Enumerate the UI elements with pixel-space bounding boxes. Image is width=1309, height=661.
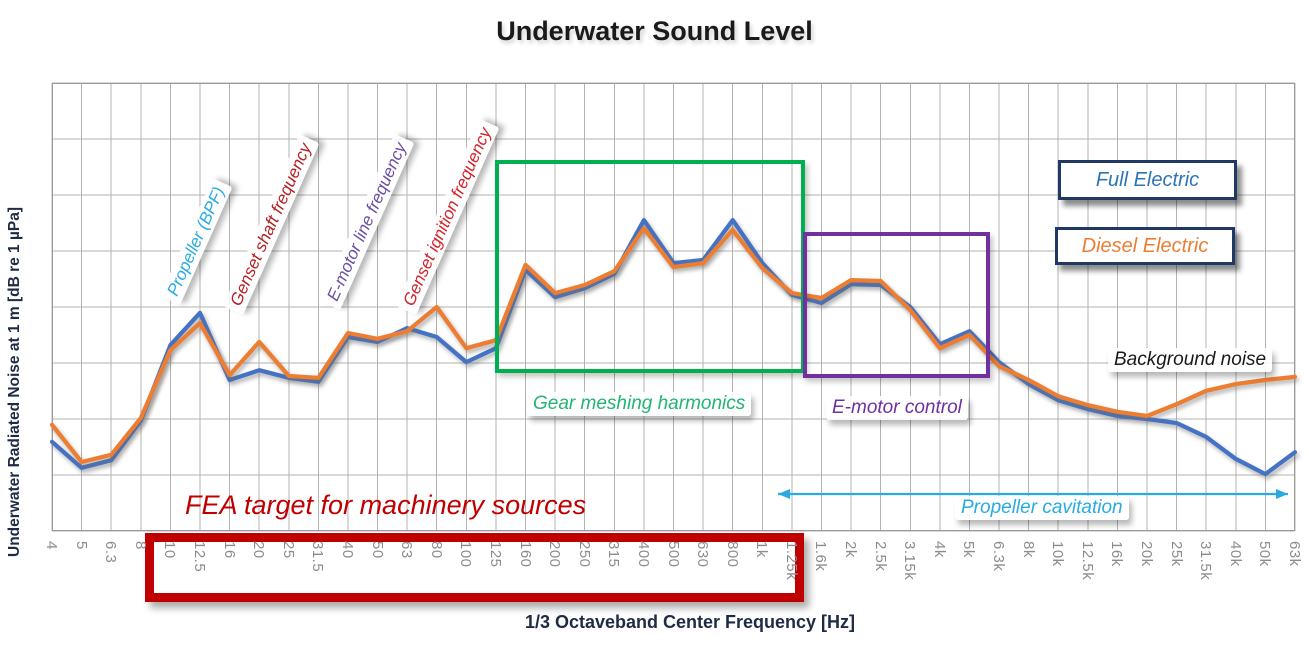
x-tick-25: 25 [279, 541, 297, 559]
x-tick-50k: 50k [1256, 541, 1274, 567]
x-tick-1.6k: 1.6k [812, 541, 830, 572]
x-tick-315: 315 [605, 541, 623, 568]
x-tick-12.5: 12.5 [190, 541, 208, 573]
x-tick-20k: 20k [1138, 541, 1156, 567]
x-tick-80: 80 [427, 541, 445, 559]
x-tick-2k: 2k [842, 541, 860, 558]
x-tick-800: 800 [723, 541, 741, 568]
annotation-propeller-cavitation: Propeller cavitation [955, 496, 1129, 520]
x-tick-8: 8 [131, 541, 149, 550]
x-tick-40: 40 [338, 541, 356, 559]
arrowhead [778, 489, 790, 499]
x-tick-200: 200 [546, 541, 564, 568]
x-tick-100: 100 [457, 541, 475, 568]
series-line-full-electric [49, 218, 1298, 477]
x-tick-4k: 4k [930, 541, 948, 558]
x-tick-10k: 10k [1049, 541, 1067, 567]
x-tick-1.25k: 1.25k [782, 541, 800, 581]
x-tick-4: 4 [43, 541, 60, 550]
x-tick-6.3: 6.3 [102, 541, 120, 564]
fea-target-box [145, 533, 804, 602]
x-tick-250: 250 [575, 541, 593, 568]
x-tick-25k: 25k [1167, 541, 1185, 567]
e-motor-control-box [803, 232, 990, 378]
plot-border [52, 83, 1295, 531]
legend-item-full-electric: Full Electric [1058, 160, 1237, 200]
x-tick-16: 16 [220, 541, 238, 559]
x-tick-31.5k: 31.5k [1197, 541, 1215, 581]
x-tick-6.3k: 6.3k [990, 541, 1008, 572]
x-tick-40k: 40k [1226, 541, 1244, 567]
annotation-fea-target: FEA target for machinery sources [185, 490, 587, 520]
series-line-diesel-electric [49, 226, 1298, 465]
legend-item-diesel-electric: Diesel Electric [1055, 227, 1235, 265]
x-tick-31.5: 31.5 [309, 541, 327, 573]
x-tick-63k: 63k [1286, 541, 1303, 567]
x-tick-63: 63 [398, 541, 416, 559]
x-axis-title: 1/3 Octaveband Center Frequency [Hz] [524, 612, 856, 632]
x-tick-8k: 8k [1019, 541, 1037, 558]
chart-title: Underwater Sound Level [496, 16, 813, 46]
x-tick-16k: 16k [1108, 541, 1126, 567]
arrowhead [1276, 489, 1288, 499]
x-tick-20: 20 [250, 541, 268, 559]
x-tick-2.5k: 2.5k [871, 541, 889, 572]
annotation-gear-meshing: Gear meshing harmonics [527, 392, 752, 416]
x-tick-160: 160 [516, 541, 534, 568]
propeller-cavitation-arrow [778, 489, 1288, 499]
annotation-background-noise: Background noise [1108, 348, 1273, 372]
x-tick-1k: 1k [753, 541, 771, 558]
x-tick-5k: 5k [960, 541, 978, 558]
x-tick-12.5k: 12.5k [1078, 541, 1096, 581]
x-tick-630: 630 [694, 541, 712, 568]
x-tick-3.15k: 3.15k [901, 541, 919, 581]
x-tick-5: 5 [72, 541, 90, 550]
x-tick-50: 50 [368, 541, 386, 559]
x-tick-125: 125 [486, 541, 504, 568]
annotation-emotor-control: E-motor control [826, 396, 968, 420]
x-tick-10: 10 [161, 541, 179, 559]
x-tick-500: 500 [664, 541, 682, 568]
y-axis-title: Underwater Radiated Noise at 1 m [dB re … [6, 206, 23, 557]
x-tick-400: 400 [634, 541, 652, 568]
gear-meshing-harmonics-box [495, 160, 805, 373]
